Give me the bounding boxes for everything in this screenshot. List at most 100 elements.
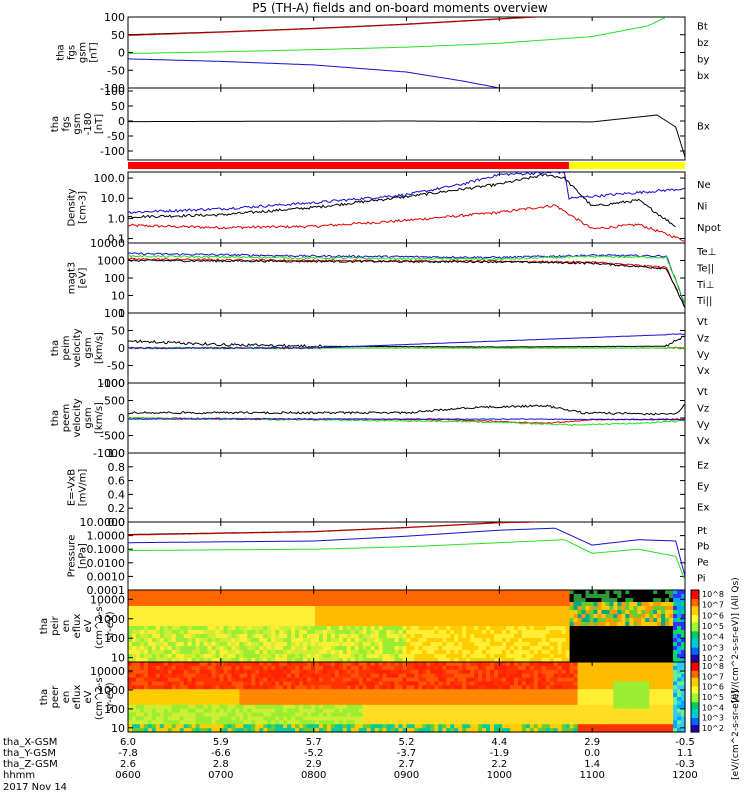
spectrogram-cell <box>227 708 233 714</box>
spectrogram-cell <box>131 712 137 718</box>
spectrogram-cell <box>513 622 519 627</box>
spectrogram-cell <box>231 638 237 643</box>
spectrogram-cell <box>211 622 217 627</box>
spectrogram-cell <box>239 712 244 718</box>
y-axis-label: magt3 <box>67 262 78 295</box>
spectrogram-cell <box>326 638 332 643</box>
spectrogram-cell <box>151 634 157 639</box>
spectrogram-cell <box>139 716 145 721</box>
spectrogram-cell <box>195 602 201 607</box>
spectrogram-cell <box>271 724 276 729</box>
spectrogram-cell <box>307 626 312 631</box>
spectrogram-cell <box>657 634 662 639</box>
spectrogram-cell <box>318 697 324 702</box>
spectrogram-cell <box>474 689 479 694</box>
spectrogram-cell <box>135 602 141 607</box>
spectrogram-cell <box>466 724 471 729</box>
spectrogram-cell <box>235 712 240 718</box>
spectrogram-cell <box>661 618 666 623</box>
spectrogram-cell <box>573 685 579 690</box>
spectrogram-cell <box>378 618 384 623</box>
spectrogram-cell <box>215 590 221 595</box>
spectrogram-cell <box>303 728 308 733</box>
spectrogram-cell <box>235 665 240 671</box>
spectrogram-cell <box>462 642 467 647</box>
spectrogram-cell <box>322 638 328 643</box>
spectrogram-cell <box>661 606 666 611</box>
spectrogram-cell <box>617 606 622 611</box>
spectrogram-cell <box>378 638 384 643</box>
spectrogram-cell <box>299 708 304 714</box>
spectrogram-cell <box>227 626 233 631</box>
spectrogram-cell <box>322 700 328 706</box>
spectrogram-cell <box>665 642 670 647</box>
spectrogram-cell <box>521 650 527 655</box>
spectrogram-cell <box>322 697 328 702</box>
spectrogram-cell <box>223 638 229 643</box>
spectrogram-cell <box>410 642 416 647</box>
spectrogram-cell <box>549 673 555 679</box>
spectrogram-cell <box>139 677 145 683</box>
spectrogram-cell <box>171 610 177 615</box>
spectrogram-cell <box>549 630 555 635</box>
spectrogram-cell <box>585 594 591 599</box>
spectrogram-cell <box>163 614 169 619</box>
spectrogram-cell <box>569 614 575 619</box>
spectrogram-cell <box>462 654 467 659</box>
spectrogram-cell <box>382 634 388 639</box>
spectrogram-cell <box>203 630 209 635</box>
spectrogram-cell <box>525 685 531 690</box>
spectrogram-cell <box>494 685 499 690</box>
spectrogram-cell <box>382 677 388 683</box>
spectrogram-cell <box>490 677 495 683</box>
spectrogram-cell <box>303 720 308 725</box>
spectrogram-cell <box>541 728 547 733</box>
spectrogram-cell <box>195 673 201 679</box>
spectrogram-cell <box>454 590 459 595</box>
spectrogram-cell <box>255 689 260 694</box>
spectrogram-cell <box>450 654 455 659</box>
spectrogram-cell <box>390 700 396 706</box>
spectrogram-cell <box>283 681 288 686</box>
y-tick-label: 1.0000 <box>87 530 126 543</box>
spectrogram-cell <box>255 681 260 686</box>
spectrogram-cell <box>211 693 217 698</box>
spectrogram-cell <box>239 642 244 647</box>
spectrogram-cell <box>318 590 324 595</box>
spectrogram-cell <box>295 728 300 733</box>
spectrogram-cell <box>509 622 515 627</box>
spectrogram-cell <box>159 646 165 651</box>
spectrogram-cell <box>386 650 392 655</box>
spectrogram-cell <box>151 614 157 619</box>
spectrogram-cell <box>390 598 396 603</box>
spectrogram-cell <box>370 602 376 607</box>
spectrogram-cell <box>569 728 575 733</box>
spectrogram-cell <box>613 602 618 607</box>
spectrogram-cell <box>509 654 515 659</box>
spectrogram-cell <box>350 708 356 714</box>
spectrogram-cell <box>402 689 408 694</box>
spectrogram-cell <box>263 650 268 655</box>
spectrogram-cell <box>565 590 571 595</box>
spectrogram-cell <box>283 700 288 706</box>
spectrogram-cell <box>207 602 213 607</box>
spectrogram-cell <box>454 638 459 643</box>
spectrogram-cell <box>354 681 360 686</box>
spectrogram-cell <box>613 642 618 647</box>
spectrogram-cell <box>303 622 308 627</box>
spectrogram-cell <box>183 638 189 643</box>
spectrogram-cell <box>486 685 491 690</box>
spectrogram-cell <box>191 681 197 686</box>
spectrogram-cell <box>350 630 356 635</box>
spectrogram-cell <box>326 646 332 651</box>
spectrogram-cell <box>545 642 551 647</box>
spectrogram-cell <box>167 618 173 623</box>
spectrogram-cell <box>354 602 360 607</box>
y-axis-label: tha <box>39 618 50 634</box>
spectrogram-cell <box>442 728 447 733</box>
spectrogram-cell <box>581 626 587 631</box>
spectrogram-cell <box>513 634 519 639</box>
spectrogram-cell <box>159 712 165 718</box>
spectrogram-cell <box>430 712 435 718</box>
spectrogram-cell <box>438 618 443 623</box>
